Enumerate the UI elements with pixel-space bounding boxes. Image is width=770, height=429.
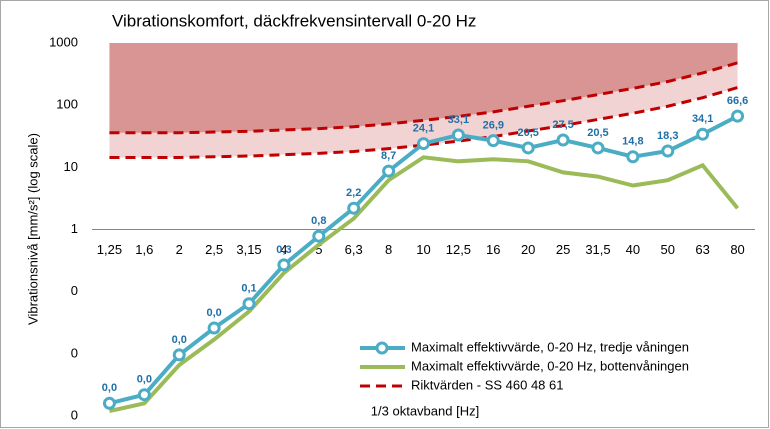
x-axis-label: 1/3 oktavband [Hz] <box>371 403 479 418</box>
point-marker <box>172 348 186 362</box>
y-tick-label: 0 <box>71 345 78 360</box>
band-area <box>109 43 738 133</box>
data-label: 0,0 <box>206 307 221 319</box>
x-tick-label: 1,25 <box>97 242 122 257</box>
data-label: 33,1 <box>448 114 469 126</box>
point-marker <box>451 128 465 142</box>
x-tick-label: 80 <box>730 242 744 257</box>
x-tick-label: 3,15 <box>236 242 261 257</box>
legend-label: Maximalt effektivvärde, 0-20 Hz, tredje … <box>411 339 689 354</box>
data-label: 0,1 <box>241 283 256 295</box>
point-marker <box>382 164 396 178</box>
point-marker <box>312 229 326 243</box>
data-label: 8,7 <box>381 150 396 162</box>
series-line <box>109 61 738 135</box>
legend-label: Maximalt effektivvärde, 0-20 Hz, bottenv… <box>411 358 689 373</box>
point-marker <box>521 141 535 155</box>
point-marker <box>626 150 640 164</box>
point-marker <box>242 297 256 311</box>
y-tick-label: 100 <box>56 97 78 112</box>
x-tick-label: 40 <box>626 242 640 257</box>
point-marker <box>277 258 291 272</box>
x-tick-label: 8 <box>385 242 392 257</box>
data-label: 0,0 <box>102 382 117 394</box>
x-tick-label: 16 <box>486 242 500 257</box>
x-tick-label: 10 <box>416 242 430 257</box>
data-label: 0,8 <box>311 215 326 227</box>
x-tick-label: 50 <box>661 242 675 257</box>
y-tick-label: 1000 <box>49 34 78 49</box>
data-label: 2,2 <box>346 187 361 199</box>
y-tick-label: 0 <box>71 407 78 422</box>
point-marker <box>731 109 745 123</box>
data-label: 0,0 <box>137 374 152 386</box>
y-tick-label: 10 <box>64 159 78 174</box>
data-label: 20,5 <box>587 127 608 139</box>
data-label: 0,3 <box>276 244 291 256</box>
point-marker <box>137 388 151 402</box>
x-tick-label: 5 <box>315 242 322 257</box>
y-axis-label: Vibrationsnivå [mm/s²] (log scale) <box>25 133 40 325</box>
x-tick-label: 12,5 <box>446 242 471 257</box>
x-tick-label: 2,5 <box>205 242 223 257</box>
x-tick-label: 31,5 <box>585 242 610 257</box>
point-marker <box>102 396 116 410</box>
y-tick-label: 1 <box>71 221 78 236</box>
point-marker <box>696 127 710 141</box>
data-label: 27,5 <box>552 119 573 131</box>
x-tick-label: 25 <box>556 242 570 257</box>
point-marker <box>556 133 570 147</box>
data-label: 14,8 <box>622 136 643 148</box>
point-marker <box>207 321 221 335</box>
data-label: 20,5 <box>517 127 538 139</box>
chart-title: Vibrationskomfort, däckfrekvensintervall… <box>112 11 476 30</box>
data-label: 26,9 <box>483 120 504 132</box>
point-marker <box>486 134 500 148</box>
x-tick-label: 4 <box>280 242 287 257</box>
data-label: 18,3 <box>657 130 678 142</box>
x-tick-label: 20 <box>521 242 535 257</box>
data-label: 34,1 <box>692 113 713 125</box>
point-marker <box>591 141 605 155</box>
x-tick-label: 63 <box>695 242 709 257</box>
point-marker <box>661 144 675 158</box>
legend-marker <box>375 341 389 355</box>
data-label: 0,0 <box>172 334 187 346</box>
data-label: 66,6 <box>727 95 748 107</box>
point-marker <box>347 201 361 215</box>
series-line <box>109 86 738 159</box>
series-line <box>109 155 740 414</box>
data-label: 24,1 <box>413 122 434 134</box>
x-tick-label: 1,6 <box>135 242 153 257</box>
x-tick-label: 6,3 <box>345 242 363 257</box>
point-marker <box>417 137 430 151</box>
x-tick-label: 2 <box>176 242 183 257</box>
legend-label: Riktvärden - SS 460 48 61 <box>411 377 563 392</box>
y-tick-label: 0 <box>71 283 78 298</box>
